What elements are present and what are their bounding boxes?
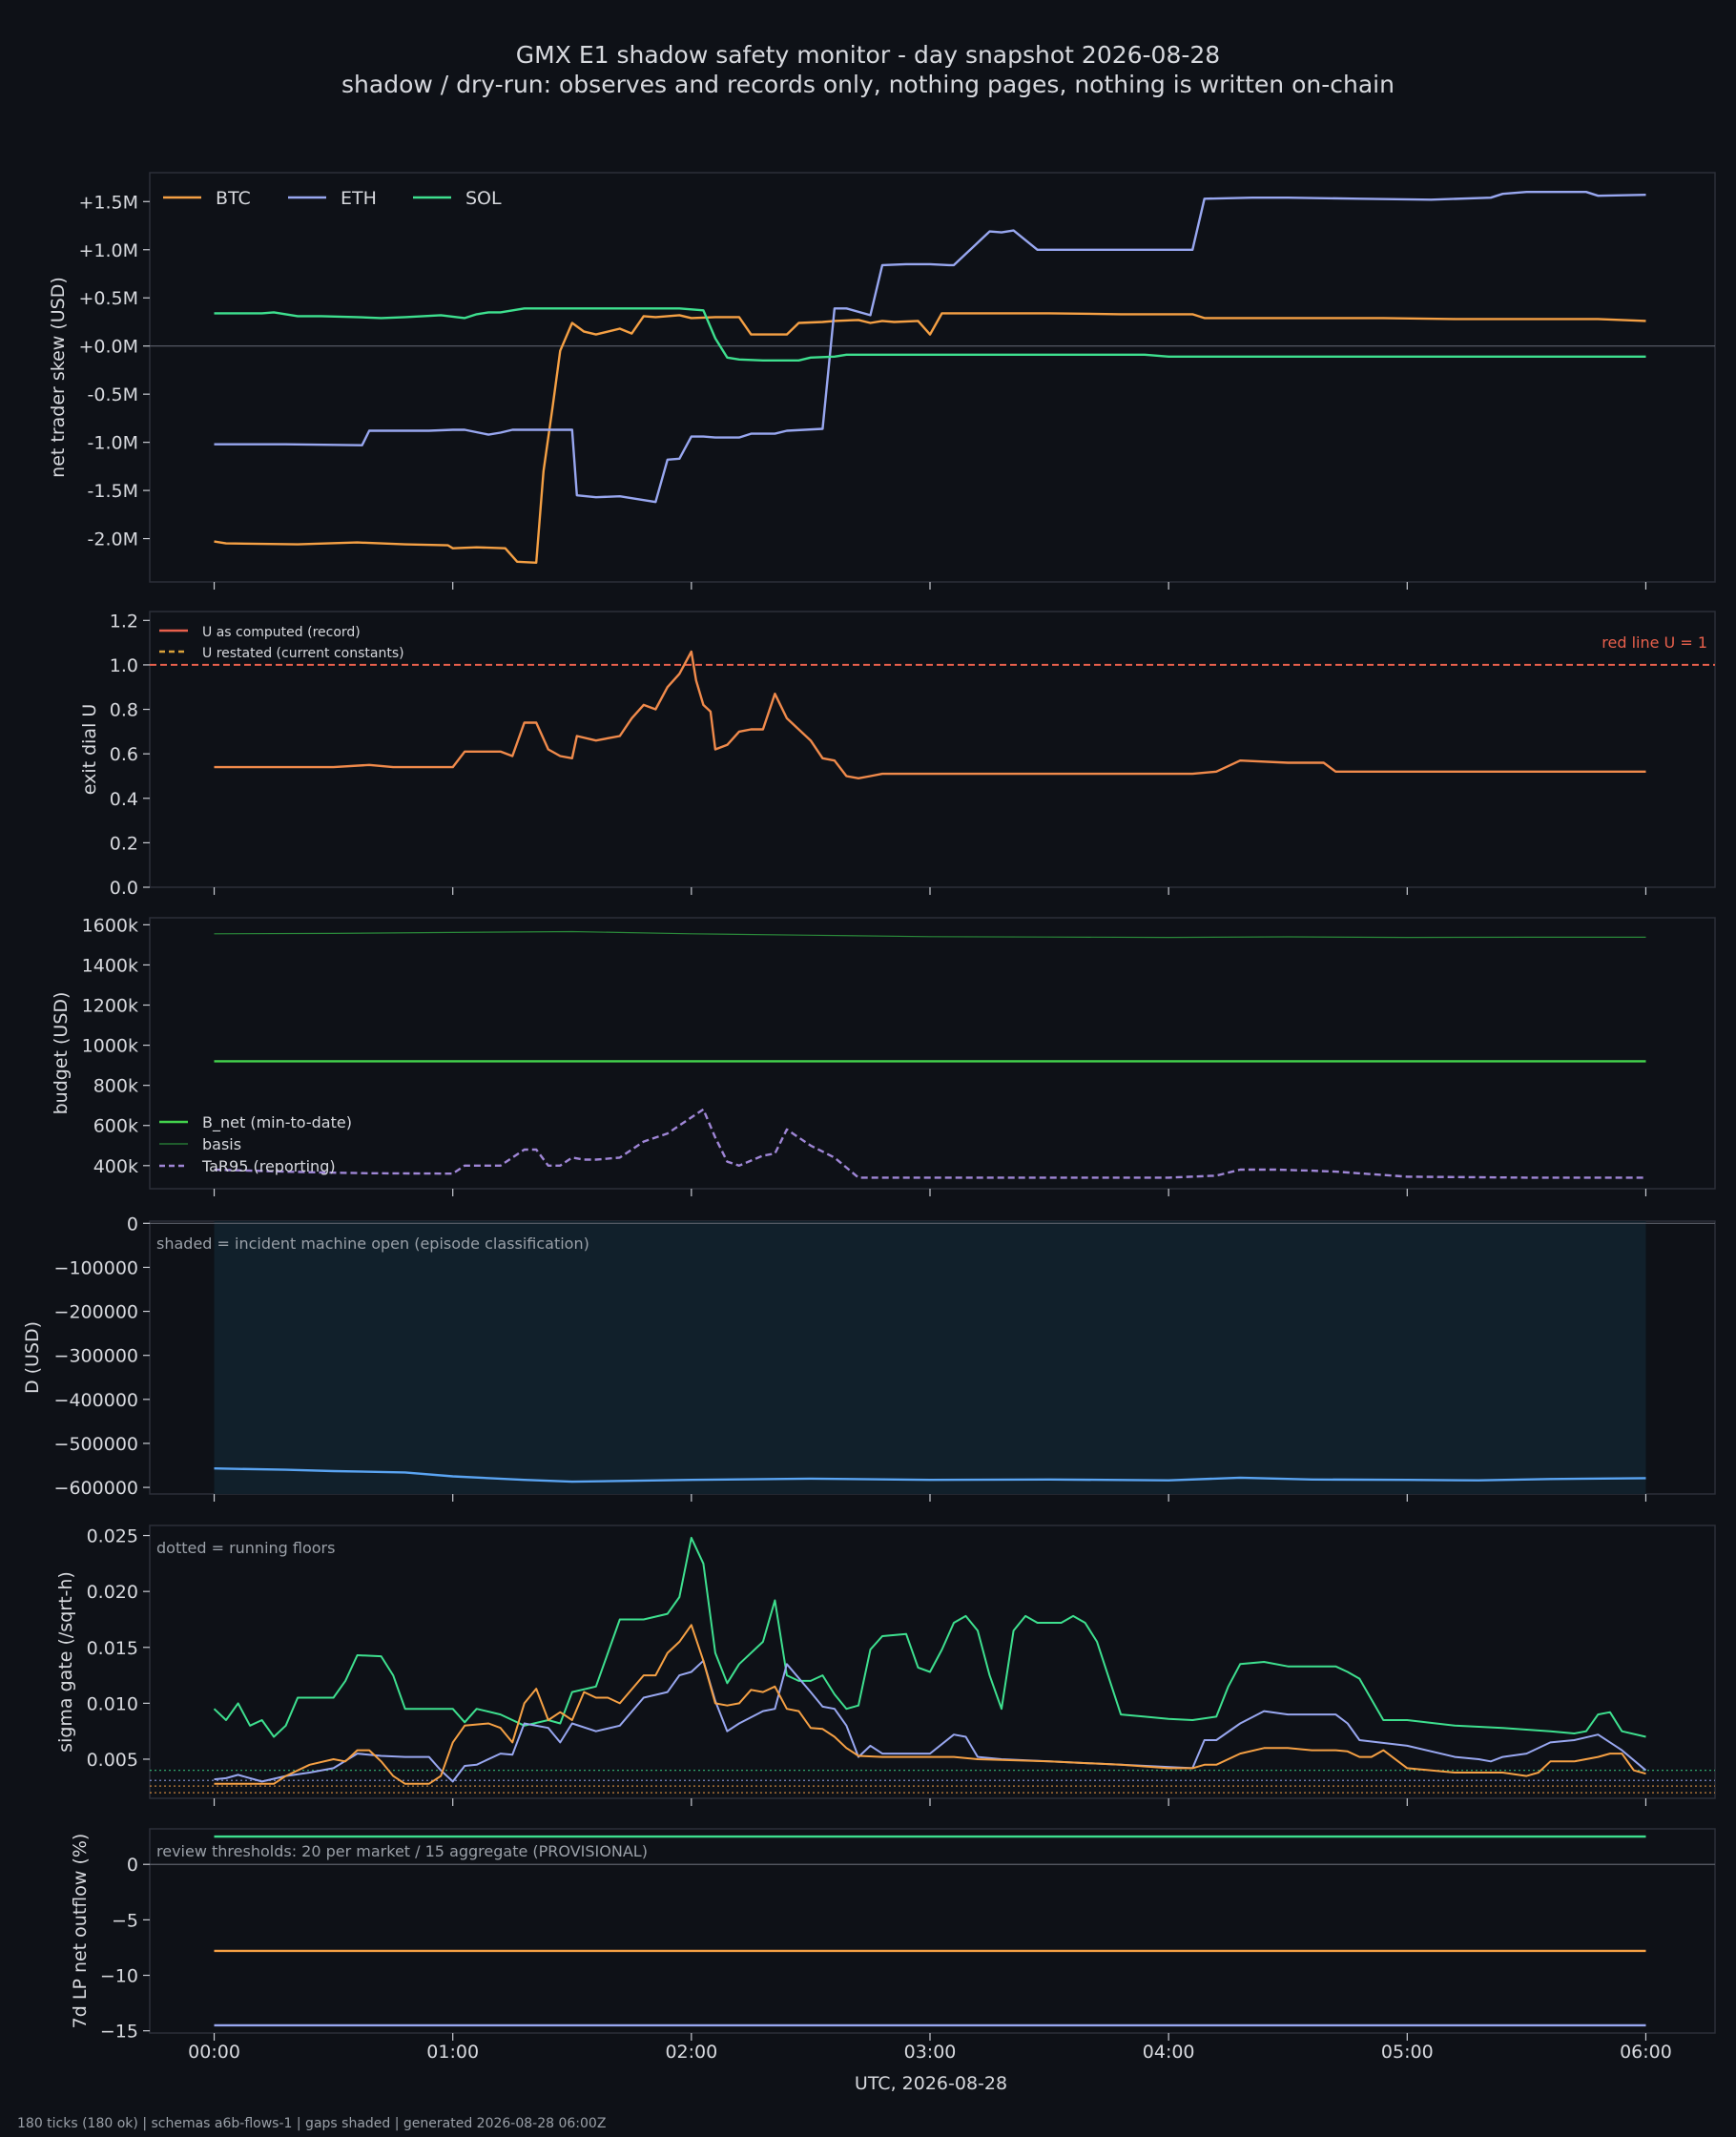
y-tick-label: +0.5M xyxy=(78,288,138,309)
y-tick-label: 0 xyxy=(127,1855,138,1876)
y-tick-label: -1.5M xyxy=(88,481,138,502)
plot-frame xyxy=(149,917,1716,1190)
y-tick-label: 0.6 xyxy=(110,744,138,765)
panel-annotation: review thresholds: 20 per market / 15 ag… xyxy=(156,1842,648,1860)
series-line-eth xyxy=(214,190,1646,504)
incident-shaded-span xyxy=(214,1221,1646,1494)
plot-frame xyxy=(149,1828,1716,2034)
y-tick-label: -0.5M xyxy=(88,384,138,405)
x-tick-label: 00:00 xyxy=(188,2042,240,2063)
y-tick-label: 1200k xyxy=(82,996,138,1017)
y-axis-label: budget (USD) xyxy=(51,992,72,1115)
panel-sigma-gate: 0.005 0.010 0.015 0.020 0.025 sigma gate (/sq… xyxy=(55,1525,1716,1806)
y-tick-label: 0.015 xyxy=(87,1638,138,1659)
series-line-btc xyxy=(214,312,1646,564)
series-line-btc xyxy=(214,1624,1646,1785)
y-tick-label: 600k xyxy=(93,1116,138,1137)
plot-frame xyxy=(149,172,1716,583)
plot-frame xyxy=(149,611,1716,888)
y-tick-label: 0.4 xyxy=(110,789,138,810)
panel-drawdown: 0 −100000 −200000 −300000 −400000 −500000 −600… xyxy=(22,1214,1716,1502)
y-tick-label: 0 xyxy=(127,1214,138,1234)
y-tick-label: -1.0M xyxy=(88,433,138,454)
y-tick-label: −400000 xyxy=(54,1390,138,1411)
y-tick-label: 0.010 xyxy=(87,1693,138,1714)
legend-label: BTC xyxy=(216,188,251,209)
panel-budget: 400k 600k 800k 1000k 1200k 1400k 1600k budget (… xyxy=(51,915,1716,1196)
y-tick-label: 0.005 xyxy=(87,1750,138,1771)
y-tick-label: +1.0M xyxy=(78,240,138,261)
y-axis-label: 7d LP net outflow (%) xyxy=(70,1834,91,2029)
legend-label: U restated (current constants) xyxy=(202,646,404,661)
series-line-tar95-reporting- xyxy=(214,1108,1646,1179)
legend-label: ETH xyxy=(341,188,377,209)
x-tick-label: 04:00 xyxy=(1143,2042,1195,2063)
y-tick-label: −15 xyxy=(100,2022,138,2043)
x-tick-label: 03:00 xyxy=(904,2042,957,2063)
legend-label: basis xyxy=(202,1135,241,1153)
y-tick-label: −100000 xyxy=(54,1257,138,1278)
y-tick-label: -2.0M xyxy=(88,529,138,550)
y-tick-label: 0.025 xyxy=(87,1526,138,1547)
x-tick-label: 01:00 xyxy=(426,2042,479,2063)
x-axis: 00:00 01:00 02:00 03:00 04:00 05:00 06:00 xyxy=(188,2042,1672,2063)
y-tick-label: −500000 xyxy=(54,1434,138,1455)
y-tick-label: −600000 xyxy=(54,1478,138,1499)
legend-label: SOL xyxy=(465,188,502,209)
x-tick-label: 02:00 xyxy=(665,2042,717,2063)
y-tick-label: 1400k xyxy=(82,955,138,976)
panel-exit-dial: 0.0 0.2 0.4 0.6 0.8 1.0 1.2 exit dial U red line… xyxy=(79,611,1716,899)
series-line-basis xyxy=(214,930,1646,939)
y-tick-label: 1600k xyxy=(82,915,138,936)
y-axis-label: net trader skew (USD) xyxy=(48,277,69,478)
y-axis-label: sigma gate (/sqrt-h) xyxy=(55,1571,76,1753)
figure-title: GMX E1 shadow safety monitor - day snaps… xyxy=(516,41,1220,69)
panel-annotation: shaded = incident machine open (episode … xyxy=(156,1234,589,1253)
series-line-eth xyxy=(214,1659,1647,1783)
panel-annotation: dotted = running floors xyxy=(156,1539,335,1557)
y-tick-label: +0.0M xyxy=(78,337,138,358)
legend-label: B_net (min-to-date) xyxy=(202,1113,352,1132)
x-tick-label: 06:00 xyxy=(1620,2042,1672,2063)
y-tick-label: 1000k xyxy=(82,1036,138,1057)
y-tick-label: −200000 xyxy=(54,1302,138,1323)
y-tick-label: −5 xyxy=(112,1910,138,1931)
figure-subtitle: shadow / dry-run: observes and records o… xyxy=(341,71,1395,98)
y-axis-label: D (USD) xyxy=(22,1321,43,1394)
panel-net-trader-skew: -2.0M -1.5M -1.0M -0.5M +0.0M +0.5M +1.0M +1.5M… xyxy=(48,172,1716,590)
x-tick-label: 05:00 xyxy=(1381,2042,1434,2063)
y-tick-label: 400k xyxy=(93,1156,138,1177)
y-tick-label: 1.2 xyxy=(110,611,138,632)
series-line-sol xyxy=(214,307,1646,362)
series-line-d xyxy=(214,1467,1646,1483)
y-tick-label: 0.0 xyxy=(110,878,138,899)
y-tick-label: 0.2 xyxy=(110,833,138,854)
y-tick-label: 0.020 xyxy=(87,1582,138,1603)
y-tick-label: 800k xyxy=(93,1076,138,1097)
y-tick-label: +1.5M xyxy=(78,192,138,213)
panel-lp-outflow: −15 −10 −5 0 7d LP net outflow (%) review thr… xyxy=(70,1828,1716,2043)
legend-label: U as computed (record) xyxy=(202,625,361,640)
legend-label: TaR95 (reporting) xyxy=(201,1157,336,1175)
footer-status: 180 ticks (180 ok) | schemas a6b-flows-1… xyxy=(17,2116,606,2131)
y-axis-label: exit dial U xyxy=(79,704,100,796)
y-tick-label: −300000 xyxy=(54,1346,138,1367)
y-tick-label: 0.8 xyxy=(110,700,138,721)
x-axis-label: UTC, 2026-08-28 xyxy=(855,2073,1007,2094)
red-line-label: red line U = 1 xyxy=(1602,633,1707,652)
y-tick-label: 1.0 xyxy=(110,655,138,676)
y-tick-label: −10 xyxy=(100,1966,138,1987)
series-line-sol xyxy=(213,1536,1646,1738)
series-line-u xyxy=(214,650,1646,779)
